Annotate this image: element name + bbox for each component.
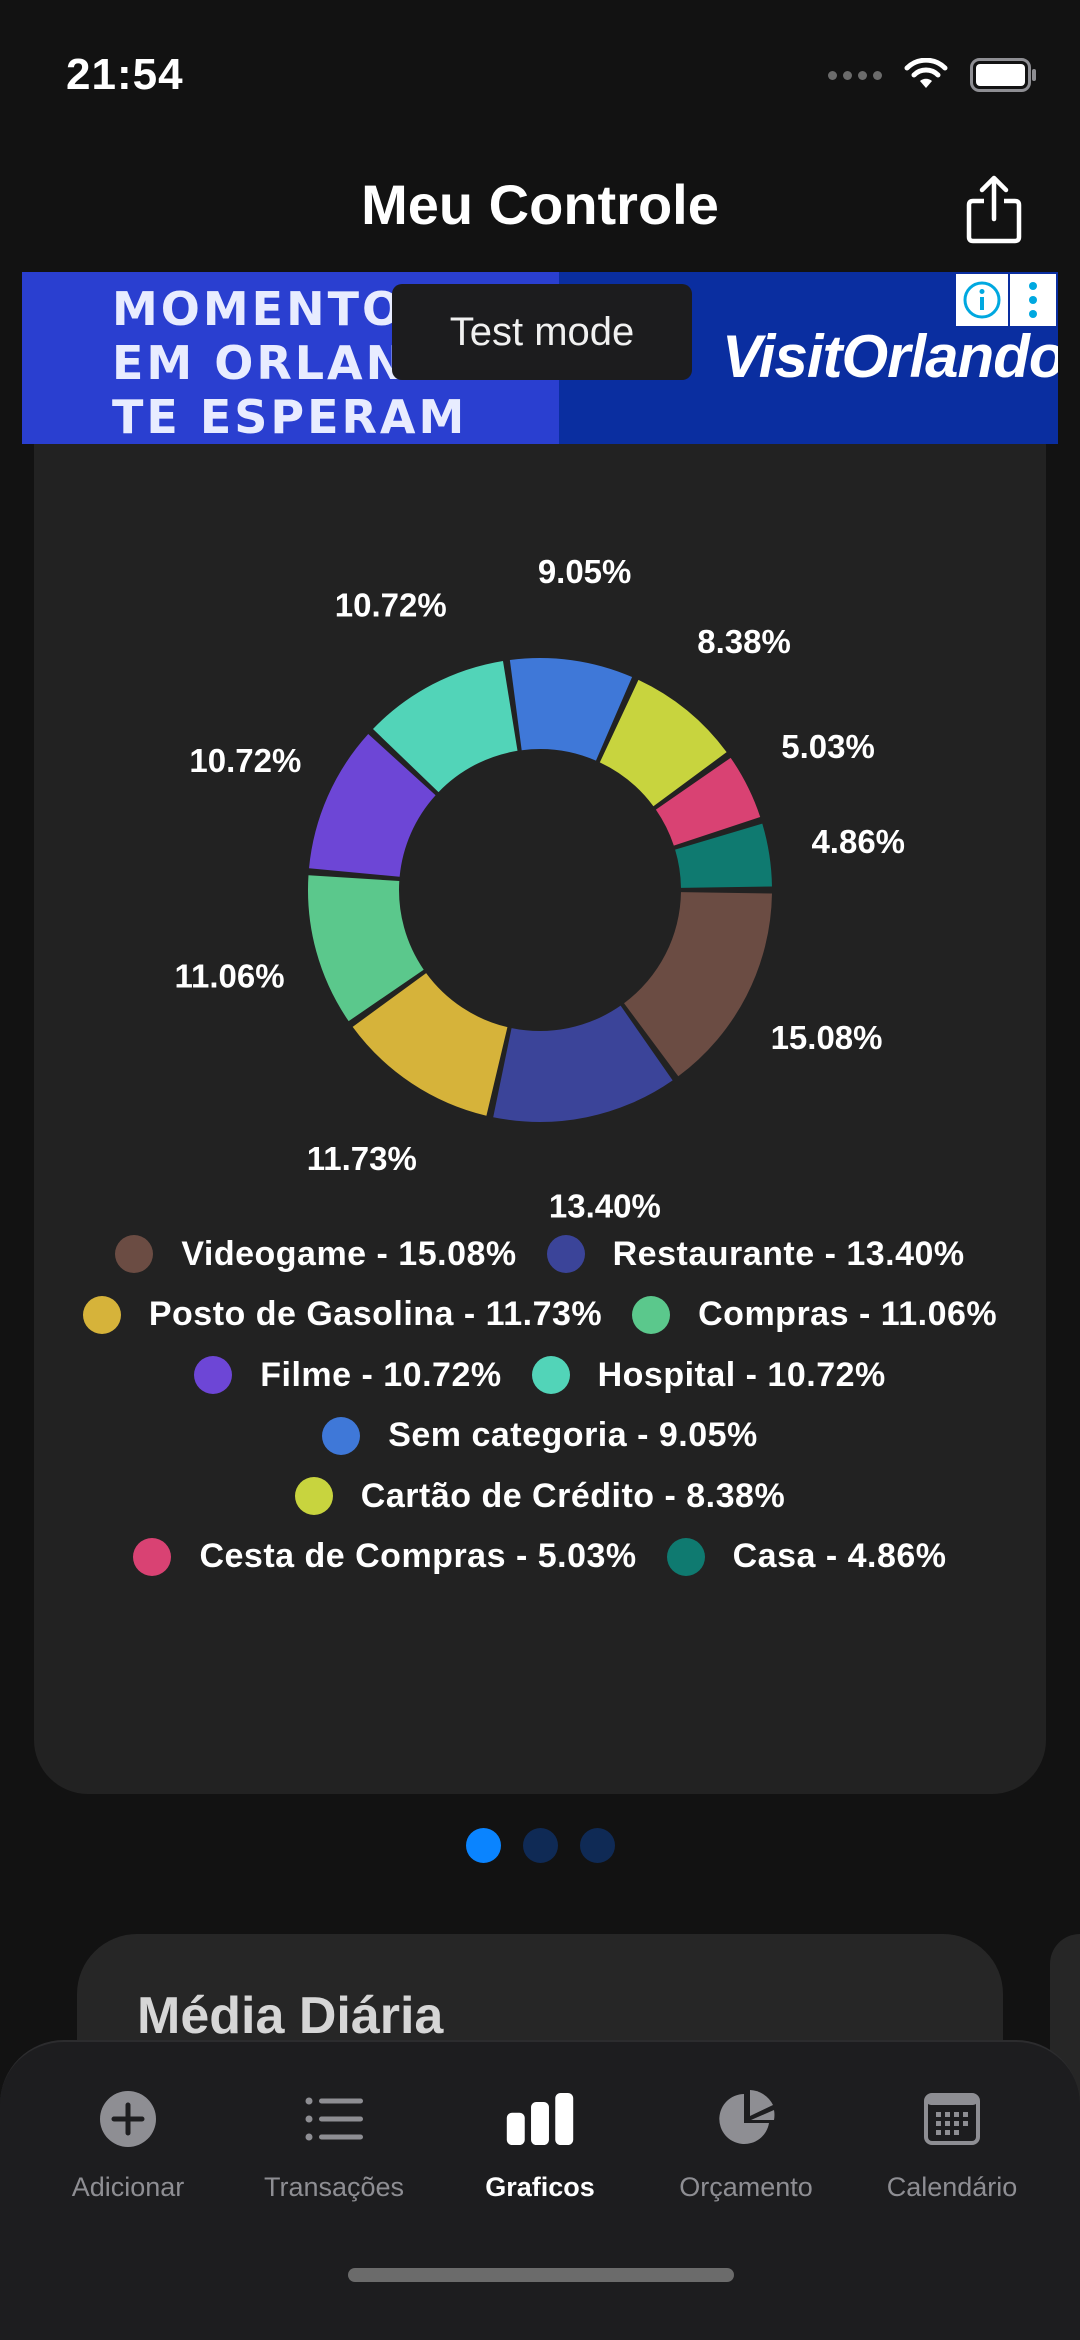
legend-color-dot [294,1477,333,1516]
ad-banner[interactable]: MOMENTOS EM ORLANDO TE ESPERAM VisitOrla… [22,272,1058,444]
legend-color-dot [194,1356,233,1395]
legend-label: Cesta de Compras - 5.03% [199,1537,637,1576]
slice-percent-label: 10.72% [335,587,447,624]
status-icons [828,58,1038,92]
tab-transacoes[interactable]: Transações [234,2084,434,2203]
legend-row: Videogame - 15.08% Restaurante - 13.40% [34,1224,1046,1285]
bar-chart-icon [505,2084,575,2154]
info-icon [963,281,1001,319]
ad-test-mode-label: Test mode [392,284,692,380]
legend-color-dot [115,1235,154,1274]
slice-percent-label: 10.72% [189,742,301,779]
status-time: 21:54 [66,50,184,99]
donut-slice-sem-categoria[interactable] [509,658,633,761]
donut-slice-filme[interactable] [309,734,436,877]
tab-graficos[interactable]: Graficos [440,2084,640,2203]
slice-percent-label: 8.38% [697,623,791,660]
donut-slice-casa[interactable] [675,823,772,888]
tab-calendario[interactable]: Calendário [852,2084,1052,2203]
legend-row: Posto de Gasolina - 11.73% Compras - 11.0… [34,1285,1046,1346]
tab-adicionar[interactable]: Adicionar [28,2084,228,2203]
page-indicator[interactable] [0,1828,1080,1863]
cellular-signal-icon [828,70,882,80]
legend-color-dot [531,1356,570,1395]
legend-item[interactable]: Filme - 10.72% [194,1356,501,1395]
legend-row: Sem categoria - 9.05% [34,1406,1046,1467]
slice-percent-label: 11.73% [307,1140,417,1177]
share-button[interactable] [954,170,1034,250]
page-dot[interactable] [579,1828,615,1863]
app-header: Meu Controle [0,150,1080,270]
tab-bar: Adicionar Transações Graficos [0,2040,1080,2340]
legend-label: Cartão de Crédito - 8.38% [360,1476,786,1515]
home-indicator [348,2268,734,2282]
daily-average-title: Média Diária [137,1987,444,2045]
donut-slice-cesta-de-compras[interactable] [655,757,761,846]
legend-label: Videogame - 15.08% [181,1234,517,1273]
legend-item[interactable]: Videogame - 15.08% [115,1235,516,1274]
legend-label: Restaurante - 13.40% [612,1234,965,1273]
ad-info-button[interactable] [956,274,1008,326]
legend-color-dot [322,1416,361,1455]
legend-row: Filme - 10.72% Hospital - 10.72% [34,1345,1046,1406]
page-title: Meu Controle [361,173,719,236]
page-dot[interactable] [522,1828,558,1863]
legend-color-dot [632,1295,671,1334]
legend-color-dot [133,1537,172,1576]
donut-slice-hospital[interactable] [372,660,518,793]
share-icon [966,175,1022,244]
slice-percent-label: 15.08% [771,1019,883,1056]
legend-item[interactable]: Compras - 11.06% [632,1295,997,1334]
slice-percent-label: 4.86% [811,823,905,860]
list-icon [299,2084,369,2154]
legend-row: Cartão de Crédito - 8.38% [34,1466,1046,1527]
legend-item[interactable]: Sem categoria - 9.05% [322,1416,758,1455]
slice-percent-label: 11.06% [174,957,284,994]
wifi-icon [904,58,948,88]
legend-label: Filme - 10.72% [260,1355,502,1394]
legend-label: Compras - 11.06% [698,1295,998,1334]
more-vertical-icon [1029,282,1037,318]
legend-color-dot [666,1537,705,1576]
battery-icon [970,58,1036,92]
ad-more-button[interactable] [1010,274,1056,326]
legend-label: Sem categoria - 9.05% [388,1416,758,1455]
slice-percent-label: 9.05% [538,553,632,590]
slice-percent-label: 13.40% [549,1187,661,1224]
pie-chart-icon [711,2084,781,2154]
donut-slice-compras[interactable] [308,875,424,1022]
donut-slice-restaurante[interactable] [493,1005,673,1122]
page-dot[interactable] [465,1828,501,1863]
legend-row: Cesta de Compras - 5.03% Casa - 4.86% [34,1527,1046,1588]
legend-item[interactable]: Restaurante - 13.40% [546,1234,965,1274]
chart-legend: Videogame - 15.08% Restaurante - 13.40% Po… [34,1224,1046,1587]
calendar-icon [917,2084,987,2154]
donut-slice-posto-de-gasolina[interactable] [352,973,508,1116]
legend-item[interactable]: Cesta de Compras - 5.03% [133,1537,636,1576]
donut-slice-cart-o-de-cr-dito[interactable] [599,679,727,807]
donut-slice-videogame[interactable] [624,892,772,1077]
chart-card[interactable]: 15.08% 13.40% 11.73% 11.06% 10.72% 10.72% 9.05… [34,444,1046,1794]
plus-circle-icon [93,2084,163,2154]
status-bar: 21:54 [0,0,1080,150]
legend-color-dot [82,1295,121,1334]
donut-chart: 15.08% 13.40% 11.73% 11.06% 10.72% 10.72% 9.05… [174,553,905,1224]
legend-item[interactable]: Cartão de Crédito - 8.38% [294,1476,786,1516]
tab-orcamento[interactable]: Orçamento [646,2084,846,2203]
legend-item[interactable]: Casa - 4.86% [666,1537,947,1576]
slice-percent-label: 5.03% [781,728,875,765]
legend-label: Posto de Gasolina - 11.73% [148,1295,603,1334]
legend-label: Hospital - 10.72% [597,1355,886,1394]
ad-brand: VisitOrlando. [722,323,1058,390]
legend-label: Casa - 4.86% [732,1537,947,1576]
legend-item[interactable]: Posto de Gasolina - 11.73% [82,1295,603,1334]
legend-color-dot [546,1235,585,1274]
legend-item[interactable]: Hospital - 10.72% [531,1355,886,1395]
